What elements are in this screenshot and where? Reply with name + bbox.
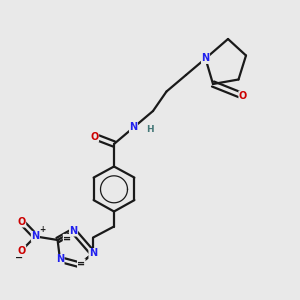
Text: N: N — [31, 231, 40, 242]
Text: +: + — [39, 225, 45, 234]
Text: O: O — [17, 245, 26, 256]
Text: O: O — [17, 217, 26, 227]
Text: N: N — [89, 248, 97, 259]
Text: N: N — [129, 122, 138, 133]
Text: −: − — [14, 253, 23, 263]
Text: H: H — [146, 125, 154, 134]
Text: N: N — [69, 226, 78, 236]
Text: N: N — [56, 254, 64, 265]
Text: =: = — [77, 259, 86, 269]
Text: O: O — [239, 91, 247, 101]
Text: =: = — [63, 234, 71, 244]
Text: O: O — [90, 131, 99, 142]
Text: N: N — [201, 53, 210, 64]
